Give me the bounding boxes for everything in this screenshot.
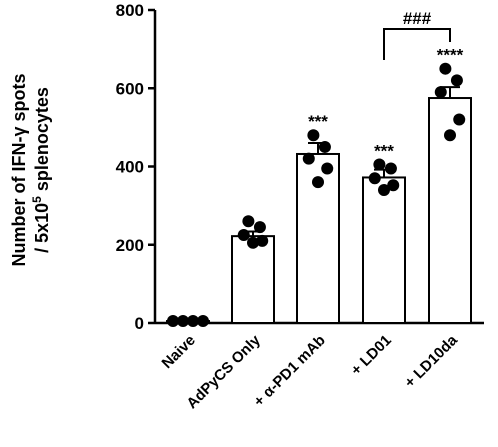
x-category-label: + LD01: [348, 332, 395, 379]
bar: [231, 235, 275, 324]
comparison-bracket: [383, 28, 451, 60]
x-category-label: Naive: [159, 332, 199, 372]
data-point: [368, 172, 381, 185]
comparison-label: ###: [403, 9, 432, 28]
data-point: [312, 176, 324, 189]
y-axis-title-line2: / 5x105 splenocytes: [30, 87, 52, 253]
data-point: [237, 228, 250, 241]
y-tick-label: 200: [116, 236, 144, 255]
data-point: [439, 62, 452, 75]
data-point: [378, 183, 390, 196]
y-axis-title-line2-prefix: / 5x10: [32, 203, 52, 253]
data-point: [387, 179, 400, 192]
bar: [362, 176, 406, 324]
data-point: [453, 113, 466, 126]
data-point: [373, 158, 386, 171]
data-point: [247, 236, 259, 249]
y-tick-label: 400: [116, 158, 144, 177]
data-point: [167, 315, 179, 328]
y-tick-label: 800: [116, 1, 144, 20]
significance-label: ***: [374, 142, 394, 161]
data-point: [450, 74, 463, 87]
y-tick-label: 0: [135, 314, 144, 333]
data-point: [444, 129, 456, 142]
significance-label: ***: [308, 112, 328, 131]
data-point: [318, 140, 331, 153]
significance-label: ****: [437, 46, 464, 65]
data-point: [177, 315, 189, 328]
data-point: [307, 129, 320, 142]
data-point: [256, 234, 269, 247]
data-point: [253, 221, 266, 234]
data-point: [321, 162, 334, 175]
data-point: [434, 86, 447, 99]
data-point: [302, 152, 315, 165]
data-point: [242, 215, 255, 228]
y-axis-title-line2-sup: 5: [30, 196, 44, 203]
y-axis-title: Number of IFN-γ spots / 5x105 splenocyte…: [9, 73, 52, 266]
y-axis-title-line2-suffix: splenocytes: [32, 87, 52, 196]
data-point: [384, 162, 397, 175]
y-tick-label: 600: [116, 79, 144, 98]
y-axis-title-line1: Number of IFN-γ spots: [9, 73, 29, 266]
x-category-label: + LD10da: [401, 331, 461, 391]
data-point: [187, 315, 199, 328]
data-point: [197, 315, 209, 328]
